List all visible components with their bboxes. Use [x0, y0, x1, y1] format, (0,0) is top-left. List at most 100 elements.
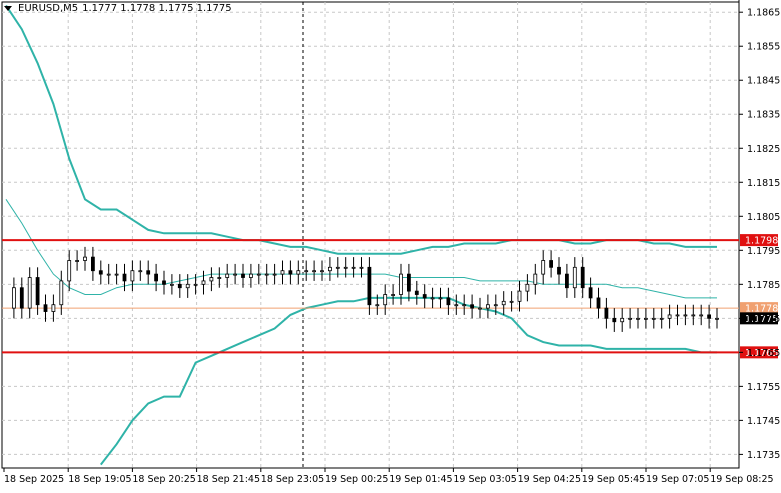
candle-body	[651, 317, 656, 320]
candle-body	[241, 273, 245, 278]
candle-body	[636, 317, 640, 320]
candle-body	[343, 266, 348, 269]
candle-body	[699, 314, 704, 317]
candle-body	[217, 277, 222, 279]
middle-band-line	[5, 199, 717, 299]
x-tick-label: 18 Sep 2025	[4, 474, 64, 485]
candle-body	[264, 273, 269, 276]
candle-body	[225, 273, 230, 278]
candle-body	[98, 270, 103, 275]
x-tick-label: 19 Sep 04:25	[518, 474, 581, 485]
x-tick-label: 19 Sep 03:05	[453, 474, 516, 485]
candle-body	[667, 314, 672, 319]
candle-body	[256, 273, 261, 276]
level-price-tag	[740, 234, 778, 247]
y-tick-label: 1.1825	[747, 144, 780, 155]
y-tick-label: 1.1735	[747, 450, 780, 461]
bid-price-label: 1.1778	[745, 304, 778, 315]
candle-body	[138, 270, 143, 273]
current-price-label: 1.1775	[745, 314, 778, 325]
candle-body	[272, 273, 277, 276]
x-tick-label: 18 Sep 23:05	[261, 474, 324, 485]
level-price-label: 1.1765	[745, 348, 778, 359]
candle-body	[122, 273, 127, 282]
candle-body	[177, 283, 182, 289]
y-tick-label: 1.1865	[747, 8, 780, 19]
dropdown-triangle-icon[interactable]	[4, 6, 12, 11]
candle-body	[422, 294, 427, 299]
symbol-header[interactable]: EURUSD,M5 1.1777 1.1778 1.1775 1.1775	[4, 3, 232, 14]
x-tick-label: 19 Sep 00:25	[325, 474, 388, 485]
candle-body	[715, 317, 719, 320]
candle-body	[169, 283, 174, 286]
candle-body	[91, 256, 95, 272]
candle-body	[19, 287, 24, 309]
y-tick-label: 1.1845	[747, 76, 780, 87]
candle-body	[162, 280, 166, 285]
y-tick-label: 1.1775	[747, 314, 780, 325]
candle-body	[430, 297, 435, 300]
candle-body	[517, 290, 522, 302]
candle-body	[644, 317, 648, 320]
candle-body	[470, 304, 475, 309]
x-tick-label: 19 Sep 07:05	[646, 474, 709, 485]
bid-price-tag	[740, 302, 778, 315]
candle-body	[43, 304, 48, 312]
candle-body	[588, 287, 593, 299]
candle-body	[596, 297, 601, 309]
candle-body	[51, 304, 56, 312]
candle-body	[572, 266, 577, 289]
candle-body	[612, 317, 617, 323]
candle-body	[11, 287, 16, 309]
candle-body	[288, 270, 293, 275]
candle-body	[509, 300, 514, 303]
x-tick-label: 18 Sep 20:25	[132, 474, 195, 485]
candle-body	[375, 304, 380, 307]
candle-body	[438, 297, 443, 300]
lower-band-line	[100, 296, 717, 466]
y-tick-label: 1.1815	[747, 178, 780, 189]
candle-body	[35, 277, 40, 306]
x-tick-label: 19 Sep 01:45	[389, 474, 452, 485]
time-axis: 18 Sep 2025 18 Sep 19:05 18 Sep 20:25 18 Se…	[3, 468, 774, 485]
y-tick-label: 1.1765	[747, 348, 780, 359]
candle-body	[67, 260, 72, 282]
candle-body	[320, 270, 324, 273]
grid	[1, 0, 740, 469]
candle-body	[485, 304, 490, 309]
candle-body	[533, 273, 538, 285]
symbol-label: EURUSD,M5	[18, 3, 79, 14]
candle-body	[312, 270, 317, 273]
candle-body	[399, 273, 403, 295]
x-tick-label: 18 Sep 19:05	[68, 474, 131, 485]
candle-body	[83, 256, 87, 261]
candle-body	[201, 280, 206, 285]
candle-body	[454, 304, 459, 307]
candle-body	[106, 273, 111, 276]
candle-body	[193, 283, 198, 286]
current-price-tag	[740, 312, 778, 325]
y-tick-label: 1.1755	[747, 382, 780, 393]
x-tick-label: 19 Sep 08:25	[710, 474, 773, 485]
candle-body	[557, 266, 561, 275]
candle-body	[327, 266, 332, 272]
candle-body	[130, 270, 135, 282]
envelope-bands	[5, 4, 717, 466]
ohlc-values: 1.1777 1.1778 1.1775 1.1775	[82, 3, 232, 14]
candle-body	[296, 270, 301, 275]
x-tick-label: 18 Sep 21:45	[197, 474, 260, 485]
candle-body	[580, 266, 585, 289]
candle-body	[628, 317, 632, 320]
candle-body	[248, 273, 253, 278]
level-price-tag	[740, 346, 778, 359]
candle-body	[367, 266, 372, 306]
level-price-label: 1.1798	[745, 236, 778, 247]
candle-body	[446, 297, 451, 306]
x-tick-label: 19 Sep 05:45	[582, 474, 645, 485]
candle-body	[525, 283, 530, 292]
candle-body	[683, 314, 688, 317]
candle-body	[335, 266, 340, 269]
candles	[11, 246, 719, 332]
